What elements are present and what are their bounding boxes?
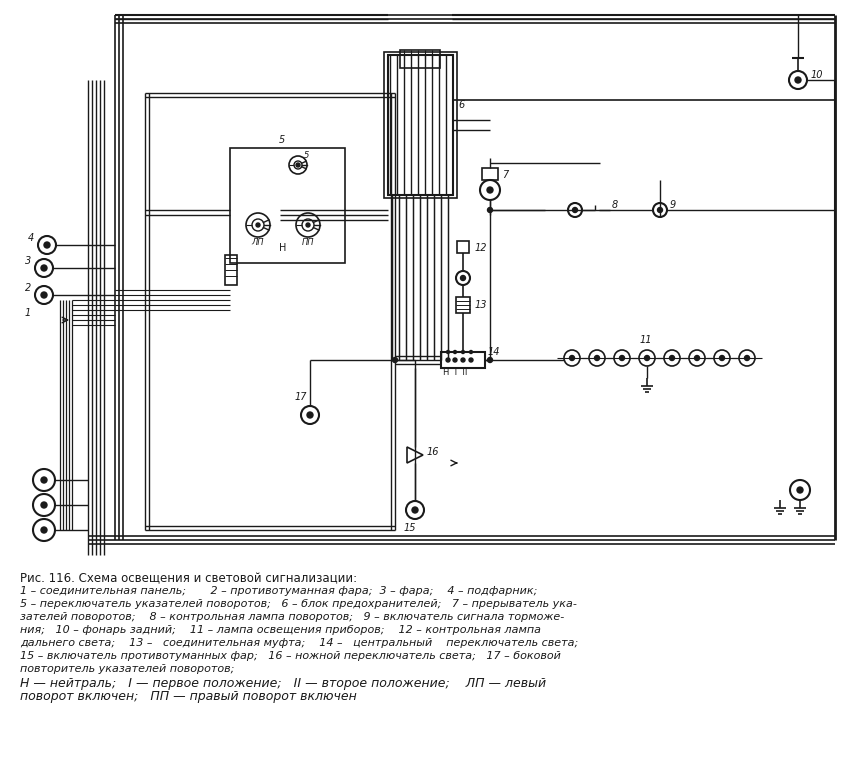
Bar <box>388 55 453 195</box>
Text: 8: 8 <box>612 200 618 210</box>
Bar <box>457 241 469 253</box>
Circle shape <box>454 351 456 353</box>
Circle shape <box>41 292 47 298</box>
Circle shape <box>488 358 492 363</box>
Text: 5: 5 <box>279 135 285 145</box>
Circle shape <box>41 265 47 271</box>
Text: 14: 14 <box>488 347 501 357</box>
Circle shape <box>412 507 418 513</box>
Circle shape <box>644 356 649 360</box>
Bar <box>456 297 470 313</box>
Text: Рис. 116. Схема освещения и световой сигнализации:: Рис. 116. Схема освещения и световой сиг… <box>20 572 357 585</box>
Text: 7: 7 <box>502 170 508 180</box>
Text: 12: 12 <box>475 243 488 253</box>
Circle shape <box>446 351 450 353</box>
Text: Н  I  II: Н I II <box>443 367 468 377</box>
Bar <box>225 255 237 285</box>
Circle shape <box>469 358 473 362</box>
Circle shape <box>694 356 700 360</box>
Text: 9: 9 <box>670 200 677 210</box>
Circle shape <box>461 275 466 281</box>
Text: Н — нейтраль;   I — первое положение;   II — второе положение;    ЛП — левый: Н — нейтраль; I — первое положение; II —… <box>20 677 546 690</box>
Text: 3: 3 <box>25 256 31 266</box>
Text: ния;   10 – фонарь задний;    11 – лампа освещения приборов;    12 – контрольная: ния; 10 – фонарь задний; 11 – лампа осве… <box>20 625 541 635</box>
Circle shape <box>296 163 300 167</box>
Text: ПП: ПП <box>302 237 314 247</box>
Circle shape <box>446 358 450 362</box>
Circle shape <box>488 208 492 212</box>
Bar <box>230 148 345 263</box>
Circle shape <box>393 358 398 363</box>
Text: 6: 6 <box>458 100 464 110</box>
Circle shape <box>745 356 750 360</box>
Circle shape <box>795 77 801 83</box>
Text: 1 – соединительная панель;       2 – противотуманная фара;  3 – фара;    4 – под: 1 – соединительная панель; 2 – противоту… <box>20 586 537 596</box>
Circle shape <box>594 356 599 360</box>
Circle shape <box>462 351 464 353</box>
Circle shape <box>306 223 310 227</box>
Text: 5: 5 <box>304 150 309 159</box>
Text: 10: 10 <box>811 70 824 80</box>
Text: 17: 17 <box>295 392 308 402</box>
Circle shape <box>307 412 313 418</box>
Circle shape <box>256 223 260 227</box>
Circle shape <box>487 187 493 193</box>
Text: Н: Н <box>280 243 286 253</box>
Bar <box>384 52 457 198</box>
Circle shape <box>453 358 457 362</box>
Text: 4: 4 <box>28 233 34 243</box>
Circle shape <box>44 242 50 248</box>
Text: 11: 11 <box>640 335 653 345</box>
Circle shape <box>797 487 803 493</box>
Text: 5 – переключатель указателей поворотов;   6 – блок предохранителей;   7 – прерыв: 5 – переключатель указателей поворотов; … <box>20 599 577 609</box>
Bar <box>482 168 498 180</box>
Circle shape <box>620 356 625 360</box>
Text: 1: 1 <box>25 308 31 318</box>
Circle shape <box>573 208 577 212</box>
Circle shape <box>570 356 575 360</box>
Text: зателей поворотов;    8 – контрольная лампа поворотов;   9 – включатель сигнала : зателей поворотов; 8 – контрольная лампа… <box>20 612 564 622</box>
Text: поворот включен;   ПП — правый поворот включен: поворот включен; ПП — правый поворот вкл… <box>20 690 357 703</box>
Text: ЛП: ЛП <box>252 237 264 247</box>
Bar <box>441 352 485 368</box>
Text: повторитель указателей поворотов;: повторитель указателей поворотов; <box>20 664 235 674</box>
Bar <box>400 50 440 68</box>
Circle shape <box>41 502 47 508</box>
Text: 15: 15 <box>404 523 416 533</box>
Circle shape <box>41 477 47 483</box>
Text: дальнего света;    13 –   соединительная муфта;    14 –   центральный    переклю: дальнего света; 13 – соединительная муфт… <box>20 638 578 648</box>
Circle shape <box>461 358 465 362</box>
Text: 2: 2 <box>25 283 31 293</box>
Circle shape <box>469 351 473 353</box>
Circle shape <box>41 527 47 533</box>
Circle shape <box>658 208 662 212</box>
Text: 15 – включатель противотуманных фар;   16 – ножной переключатель света;   17 – б: 15 – включатель противотуманных фар; 16 … <box>20 651 561 661</box>
Text: 13: 13 <box>475 300 488 310</box>
Circle shape <box>670 356 675 360</box>
Circle shape <box>719 356 724 360</box>
Text: 16: 16 <box>427 447 439 457</box>
